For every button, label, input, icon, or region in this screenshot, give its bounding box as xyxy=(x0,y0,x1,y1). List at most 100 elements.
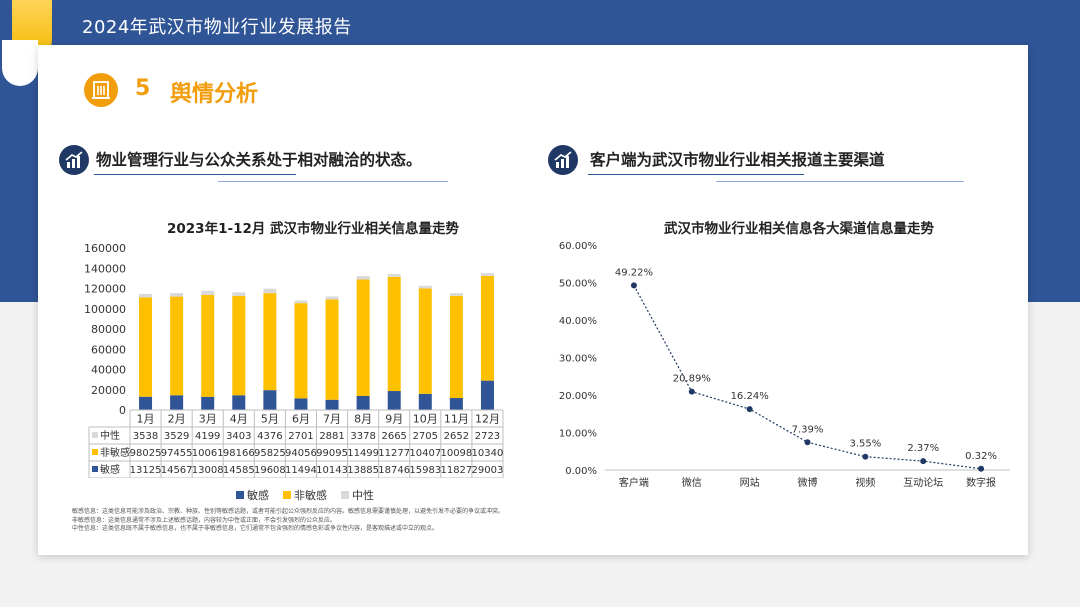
bar-segment-neutral xyxy=(356,276,370,280)
table-cell: 97455 xyxy=(161,448,193,459)
table-row-label: 中性 xyxy=(100,429,120,442)
left-underline xyxy=(94,174,296,175)
y-tick-label: 20000 xyxy=(91,384,126,397)
data-label: 7.39% xyxy=(792,424,824,435)
bar-segment-sensitive xyxy=(263,390,277,410)
table-cell: 10098 xyxy=(440,448,472,459)
table-cell: 15983 xyxy=(409,465,441,476)
bar-segment-neutral xyxy=(232,292,246,296)
table-row-swatch xyxy=(92,466,98,472)
table-cell: 29003 xyxy=(472,465,504,476)
y-tick-label: 140000 xyxy=(84,262,126,275)
section-title: 舆情分析 xyxy=(170,82,259,107)
bar-segment-non-sensitive xyxy=(139,297,153,397)
table-cell: 11277 xyxy=(378,448,410,459)
bar-segment-sensitive xyxy=(325,399,339,410)
legend-item-sensitive: 敏感 xyxy=(236,487,269,503)
y-tick-label: 50.00% xyxy=(559,279,597,290)
table-row-swatch xyxy=(92,449,98,455)
table-cell: 14567 xyxy=(161,465,193,476)
bar-segment-non-sensitive xyxy=(170,296,184,396)
table-cell: 10143 xyxy=(316,465,348,476)
legend-item-neutral: 中性 xyxy=(341,487,374,503)
y-tick-label: 40.00% xyxy=(559,316,597,327)
bar-segment-sensitive xyxy=(201,396,215,410)
x-tick-label: 11月 xyxy=(444,413,469,426)
right-underline-thin xyxy=(716,181,964,182)
data-point xyxy=(804,439,811,446)
bar-segment-sensitive xyxy=(480,380,494,410)
bar-segment-sensitive xyxy=(139,396,153,410)
table-cell: 2652 xyxy=(444,431,469,442)
bar-segment-sensitive xyxy=(356,395,370,410)
bar-segment-neutral xyxy=(263,288,277,294)
decorative-tab-inner xyxy=(2,40,38,86)
y-tick-label: 30.00% xyxy=(559,354,597,365)
x-tick-label: 网站 xyxy=(740,476,760,489)
x-tick-label: 6月 xyxy=(292,413,310,426)
channel-share-line-chart: 0.00% 10.00% 20.00% 30.00% 40.00% 50.00% 60.00… xyxy=(559,241,1010,489)
bar-chart-title: 2023年1-12月 武汉市物业行业相关信息量走势 xyxy=(167,221,460,237)
table-cell: 3403 xyxy=(226,431,251,442)
data-point xyxy=(688,388,695,395)
table-cell: 13008 xyxy=(192,465,224,476)
legend-swatch-non-sensitive xyxy=(283,491,291,499)
growth-chart-icon xyxy=(548,145,578,175)
y-tick-label: 20.00% xyxy=(559,391,597,402)
left-subtitle: 物业管理行业与公众关系处于相对融洽的状态。 xyxy=(96,151,422,169)
x-tick-label: 2月 xyxy=(168,413,186,426)
data-point xyxy=(978,465,985,472)
building-icon xyxy=(84,73,118,107)
x-tick-label: 8月 xyxy=(354,413,372,426)
table-cell: 3529 xyxy=(164,431,189,442)
data-label: 3.55% xyxy=(849,439,881,450)
footnote-neutral: 中性信息：这类信息既不属于敏感信息，也不属于非敏感信息，它们通常不包含强烈的情感… xyxy=(72,525,439,532)
table-cell: 18746 xyxy=(378,465,410,476)
table-cell: 14585 xyxy=(223,465,255,476)
table-cell: 2705 xyxy=(413,431,438,442)
bar-segment-neutral xyxy=(387,274,401,277)
y-tick-label: 60.00% xyxy=(559,241,597,252)
table-cell: 10340 xyxy=(472,448,504,459)
footnote-non-sensitive: 非敏感信息：这类信息通常不涉及上述敏感话题，内容较为中性或正面，不会引发强烈的公… xyxy=(72,516,337,524)
table-cell: 95825 xyxy=(254,448,286,459)
footnote-sensitive: 敏感信息：这类信息可能涉及政治、宗教、种族、性别等敏感话题，或者可能引起公众强烈… xyxy=(72,508,505,515)
y-tick-label: 60000 xyxy=(91,343,126,356)
table-cell: 4199 xyxy=(195,431,220,442)
bar-segment-non-sensitive xyxy=(325,299,339,400)
data-label: 20.89% xyxy=(673,374,711,385)
legend-swatch-neutral xyxy=(341,491,349,499)
data-label: 16.24% xyxy=(731,391,769,402)
x-tick-label: 1月 xyxy=(137,413,155,426)
bar-segment-sensitive xyxy=(418,393,432,410)
table-row-swatch xyxy=(92,432,98,438)
x-tick-label: 互动论坛 xyxy=(903,476,943,489)
page-title: 2024年武汉市物业行业发展报告 xyxy=(82,17,352,38)
right-underline xyxy=(588,174,804,175)
bar-segment-sensitive xyxy=(294,398,308,410)
bar-segment-neutral xyxy=(139,293,153,298)
section-number: 5 xyxy=(135,76,151,101)
footnotes: 敏感信息：这类信息可能涉及政治、宗教、种族、性别等敏感话题，或者可能引起公众强烈… xyxy=(72,508,522,534)
bar-segment-non-sensitive xyxy=(480,275,494,381)
data-label: 0.32% xyxy=(965,451,997,462)
bar-segment-non-sensitive xyxy=(449,295,463,399)
bar-segment-neutral xyxy=(201,290,215,295)
bar-segment-non-sensitive xyxy=(387,276,401,392)
bar-segment-neutral xyxy=(480,273,494,276)
table-cell: 10407 xyxy=(409,448,441,459)
table-cell: 99095 xyxy=(316,448,348,459)
table-cell: 19608 xyxy=(254,465,286,476)
bar-segment-non-sensitive xyxy=(356,279,370,396)
data-point xyxy=(920,458,927,465)
y-tick-label: 0.00% xyxy=(565,466,597,477)
title-bar: 2024年武汉市物业行业发展报告 xyxy=(0,0,1080,86)
y-tick-label: 80000 xyxy=(91,323,126,336)
bar-segment-neutral xyxy=(170,293,184,297)
bar-segment-neutral xyxy=(449,293,463,296)
legend-label: 非敏感 xyxy=(294,489,327,502)
legend-label: 敏感 xyxy=(247,489,269,502)
line-chart-title: 武汉市物业行业相关信息各大渠道信息量走势 xyxy=(664,221,934,237)
x-tick-label: 12月 xyxy=(475,413,500,426)
table-cell: 98025 xyxy=(130,448,162,459)
